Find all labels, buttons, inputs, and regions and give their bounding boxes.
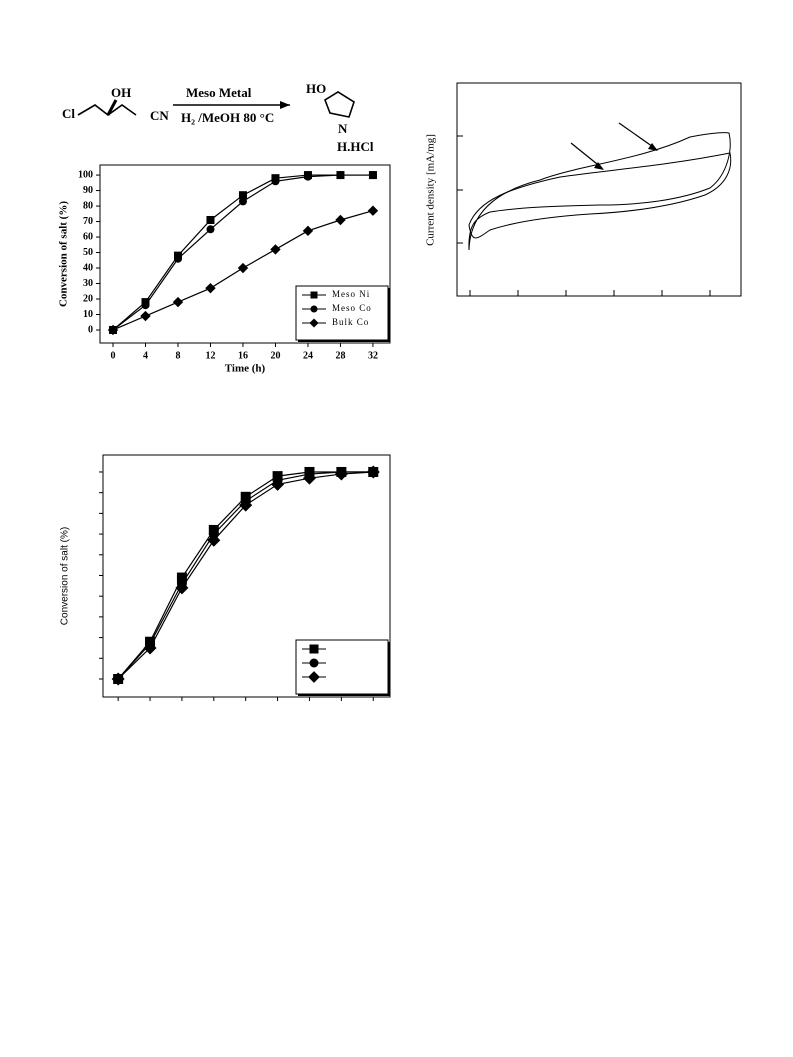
x-tick-label: 0 [110, 350, 115, 361]
marker [173, 254, 182, 263]
marker [143, 641, 157, 655]
wedge-bond [106, 99, 118, 116]
y-tick-label: 50 [83, 247, 93, 258]
marker [175, 581, 189, 595]
marker [271, 177, 280, 186]
x-tick-label: 20 [270, 350, 280, 361]
x-tick-label: 12 [205, 350, 215, 361]
hydroxyl: OH [111, 85, 131, 100]
cv-frame [456, 82, 742, 297]
plot-frame [102, 454, 391, 698]
marker [366, 465, 380, 479]
y-tick-label: 60 [83, 231, 93, 242]
nitrile: CN [150, 108, 169, 123]
marker [238, 191, 247, 200]
x-tick-label: 16 [238, 350, 248, 361]
plot-frame [99, 164, 391, 344]
y-tick-label: 90 [83, 185, 93, 196]
y-tick-label: 70 [83, 216, 93, 227]
marker [140, 310, 151, 322]
y-tick-label: 0 [88, 324, 93, 335]
x-axis-label: Time (h) [225, 363, 266, 375]
marker [335, 214, 346, 226]
marker [309, 318, 319, 328]
conditions: H₂ /MeOH 80 °C [181, 110, 274, 125]
marker [334, 467, 348, 481]
product-salt: H.HCl [337, 139, 374, 154]
marker [205, 282, 216, 294]
marker [237, 262, 249, 274]
marker [141, 301, 150, 310]
x-tick-label: 28 [335, 350, 345, 361]
y-tick-label: 20 [83, 293, 93, 304]
marker [308, 671, 320, 683]
cv-loop-2 [468, 152, 732, 239]
product-nitrogen: N [338, 121, 348, 136]
marker [309, 658, 319, 668]
marker [107, 324, 119, 336]
arrow-head [594, 162, 604, 170]
marker [368, 171, 377, 180]
marker [176, 572, 187, 583]
marker [309, 644, 319, 654]
y-tick-label: 30 [83, 278, 93, 289]
marker [172, 296, 184, 308]
backbone [77, 104, 137, 116]
annotation-arrow [618, 122, 657, 150]
y-axis-label: Current density [mA/mg] [425, 134, 437, 246]
chlorine: Cl [62, 106, 75, 121]
marker [238, 197, 247, 206]
marker [310, 305, 318, 313]
marker [206, 215, 215, 224]
marker [271, 477, 285, 491]
marker [206, 225, 215, 234]
marker [310, 291, 318, 299]
y-axis-label: Conversion of salt (%) [58, 201, 70, 307]
cv-figure: Current density [mA/mg] [425, 82, 742, 297]
product-hydroxyl: HO [306, 81, 326, 96]
marker [270, 244, 281, 255]
cv-loop-1 [468, 132, 731, 251]
y-tick-label: 40 [83, 262, 93, 273]
cv-ticks [457, 135, 711, 296]
marker [303, 172, 312, 181]
pyrrolidine-ring [324, 91, 355, 118]
x-tick-label: 8 [175, 350, 180, 361]
x-tick-label: 32 [368, 350, 378, 361]
arrow-head [280, 101, 290, 109]
marker [239, 498, 253, 512]
legend-label: Meso Co [332, 303, 372, 313]
marker [302, 225, 314, 237]
marker [207, 533, 221, 547]
legend-label: Meso Ni [332, 289, 370, 299]
y-tick-label: 10 [83, 309, 93, 320]
marker [302, 471, 316, 485]
reaction-scheme: Cl OH CN Meso Metal H₂ /MeOH 80 °C HO N … [62, 81, 374, 154]
y-axis-label: Conversion of salt (%) [60, 527, 71, 625]
y-tick-label: 100 [78, 169, 93, 180]
marker [336, 171, 345, 180]
y-tick-label: 80 [83, 200, 93, 211]
reagent: Meso Metal [186, 85, 252, 100]
x-tick-label: 24 [303, 350, 313, 361]
legend-label: Bulk Co [332, 317, 369, 327]
x-tick-label: 4 [143, 350, 148, 361]
marker [111, 672, 125, 686]
marker [367, 205, 379, 216]
arrow-head [648, 143, 658, 151]
